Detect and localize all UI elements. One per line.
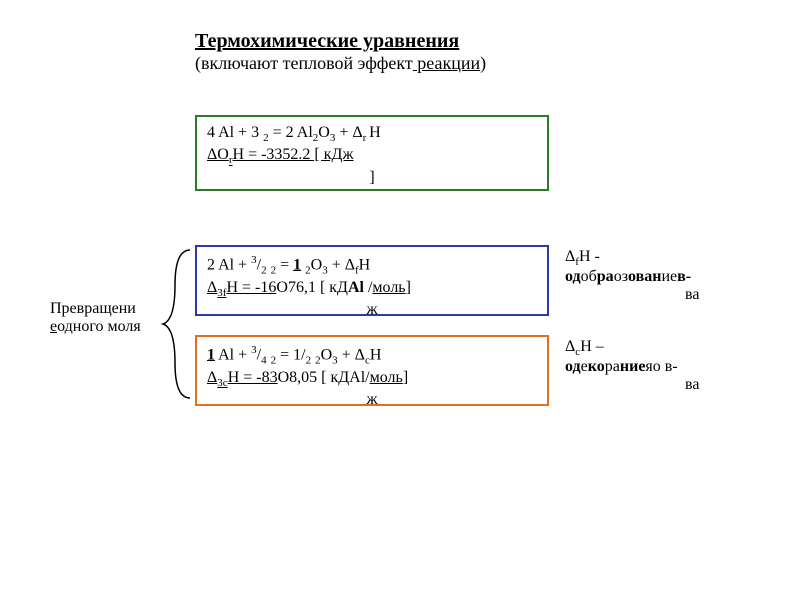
box2-line1: 2 Al + 3/2 2 = 1 2O3 + ΔfH [207, 253, 537, 278]
box3-line3: ж [207, 390, 537, 411]
box2-line3: ж [207, 300, 537, 321]
title-main: Термохимические уравнения [195, 30, 615, 53]
side-left-label: Превращени еодного моля [50, 300, 170, 336]
box1-line1: 4 Al + 3 2 = 2 Al2O3 + Δr H [207, 123, 537, 145]
title-block: Термохимические уравнения (включают тепл… [195, 30, 615, 74]
side-right-label-1: ΔfH - одобраозованиев- ва [565, 248, 765, 304]
title-sub: (включают тепловой эффект реакции) [195, 53, 615, 74]
sub-open: (включают тепловой эффект [195, 53, 413, 73]
box1-line2: ΔOrH = -3352.2 [ кДж [207, 145, 537, 167]
sub-close: ) [480, 53, 486, 73]
box3-line2: Δ3cH = -83O8,05 [ кДAl/моль] [207, 368, 537, 390]
box3-line1: 1 Al + 3/4 2 = 1/2 2O3 + ΔcH [207, 343, 537, 368]
equation-box-1: 4 Al + 3 2 = 2 Al2O3 + Δr H ΔOrH = -3352… [195, 115, 549, 191]
equation-box-3: 1 Al + 3/4 2 = 1/2 2O3 + ΔcH Δ3cH = -83O… [195, 335, 549, 406]
side-right-label-2: ΔcH – одекораниеяо в- ва [565, 338, 765, 394]
equation-box-2: 2 Al + 3/2 2 = 1 2O3 + ΔfH Δ3fH = -16O76… [195, 245, 549, 316]
sub-und: реакции [413, 53, 480, 73]
box1-line3: ] [207, 168, 537, 189]
box2-line2: Δ3fH = -16O76,1 [ кДAl /моль] [207, 278, 537, 300]
